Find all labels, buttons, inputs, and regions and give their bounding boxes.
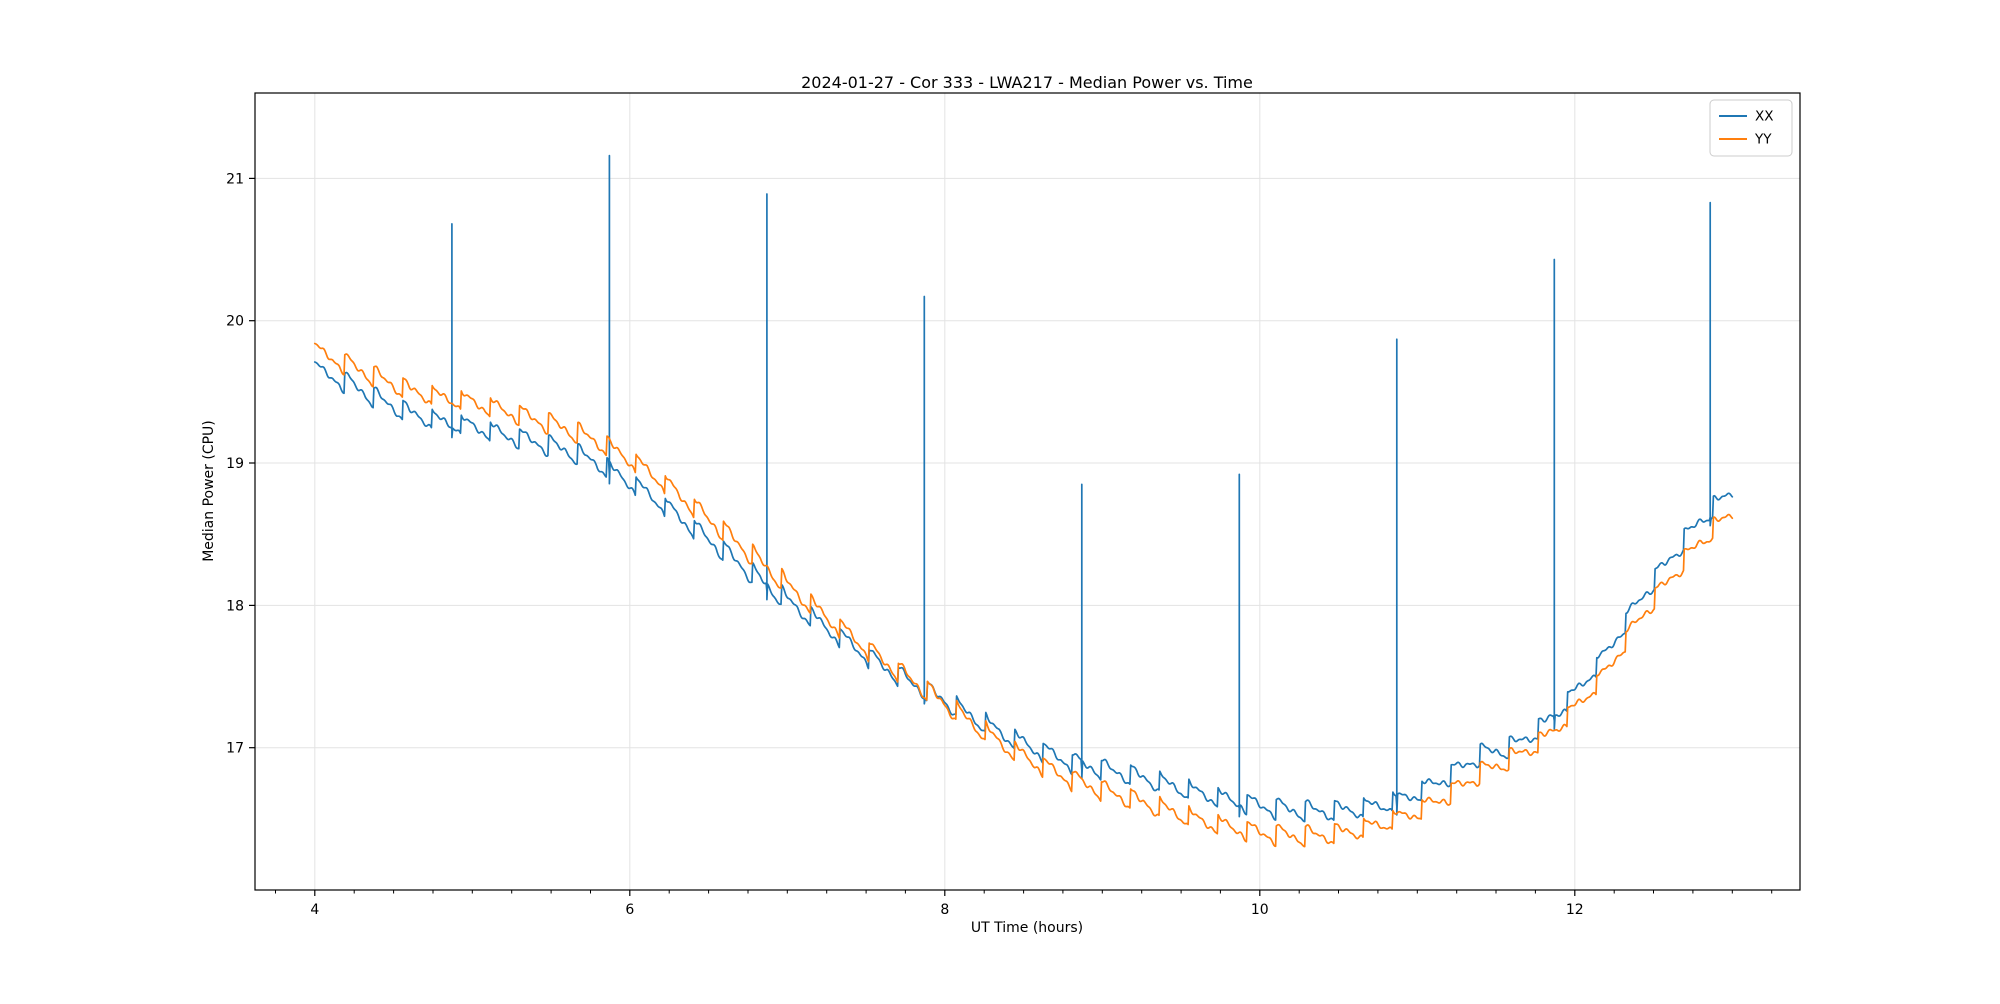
y-tick-label: 21 (226, 171, 244, 187)
x-tick-label: 12 (1566, 902, 1584, 918)
x-tick-label: 6 (625, 902, 634, 918)
y-tick-label: 18 (226, 598, 244, 614)
x-tick-label: 10 (1251, 902, 1269, 918)
data-series (313, 154, 1734, 848)
y-tick-label: 19 (226, 456, 244, 472)
x-tick-label: 8 (940, 902, 949, 918)
plot-area-border (254, 92, 1801, 891)
legend: XX YY (1709, 99, 1793, 157)
x-axis-label: UT Time (hours) (971, 920, 1083, 936)
series-xx-line (313, 154, 1734, 823)
grid (255, 93, 1800, 890)
legend-label-yy: YY (1754, 132, 1772, 148)
y-axis-label: Median Power (CPU) (201, 420, 217, 562)
x-tick-label: 4 (310, 902, 319, 918)
y-tick-label: 20 (226, 314, 244, 330)
axis-ticks: 4 6 8 10 12 17 18 19 20 21 (226, 171, 1773, 918)
chart-title: 2024-01-27 - Cor 333 - LWA217 - Median P… (801, 73, 1253, 92)
legend-label-xx: XX (1755, 109, 1774, 125)
legend-box (1709, 99, 1793, 157)
y-tick-label: 17 (226, 741, 244, 757)
series-yy-line (313, 342, 1734, 848)
